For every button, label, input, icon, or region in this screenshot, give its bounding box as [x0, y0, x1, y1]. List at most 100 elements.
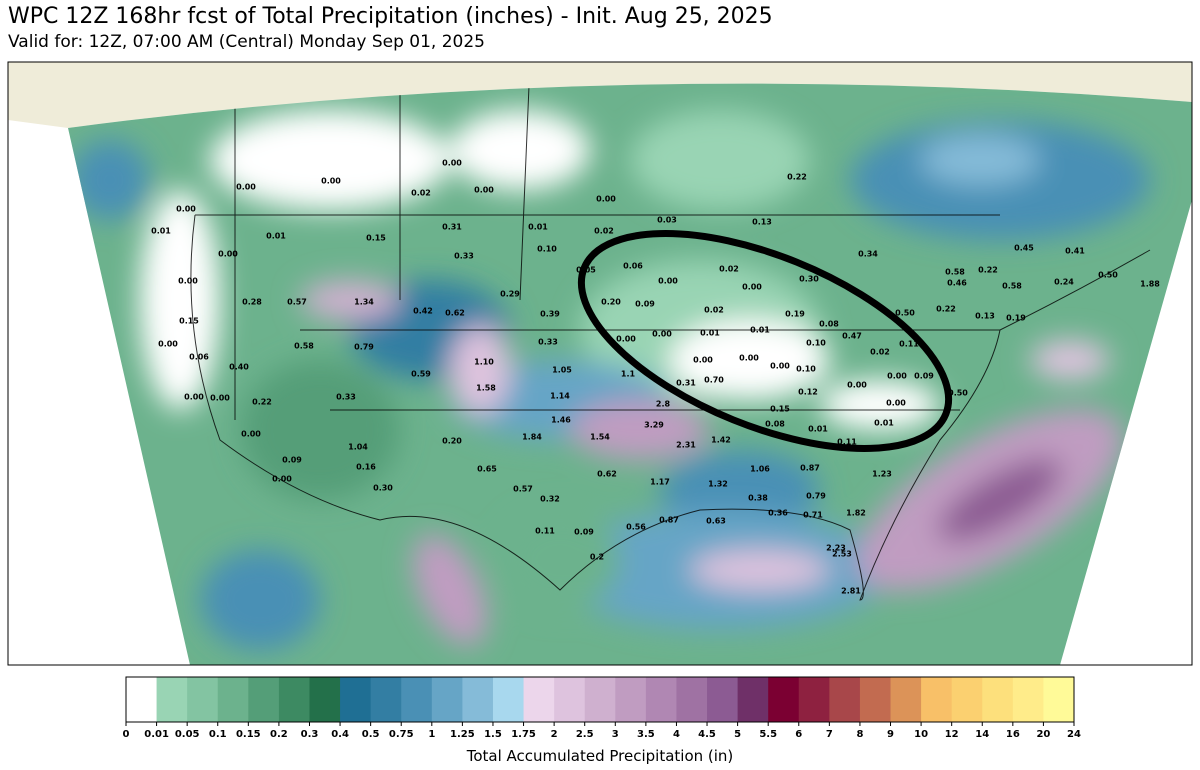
colorbar-bin [370, 677, 402, 722]
colorbar-bin [187, 677, 219, 722]
colorbar-bin [1012, 677, 1044, 722]
map-value-label: 2.8 [656, 400, 671, 409]
map-value-label: 0.02 [594, 227, 614, 236]
map-value-label: 1.05 [552, 366, 572, 375]
map-value-label: 1.58 [476, 384, 496, 393]
colorbar-tick-label: 0.4 [331, 729, 349, 740]
map-value-label: 0.24 [1054, 278, 1074, 287]
colorbar-tick-label: 3 [612, 729, 619, 740]
colorbar-tick-label: 20 [1036, 729, 1050, 740]
map-value-label: 0.15 [366, 234, 386, 243]
map-value-label: 0.02 [870, 348, 890, 357]
map-value-label: 1.10 [474, 358, 494, 367]
colorbar-bin [462, 677, 494, 722]
precip-field [68, 83, 1192, 665]
map-labels: 0.00 0.00 0.02 0.00 0.00 0.22 0.00 0.00 0.01 0.01… [151, 159, 1160, 596]
map-value-label: 0.00 [887, 372, 907, 381]
colorbar-tick-label: 8 [856, 729, 863, 740]
colorbar-bin [615, 677, 647, 722]
map-value-label: 0.01 [808, 425, 828, 434]
map-value-label: 0.40 [229, 363, 249, 372]
map-value-label: 0.33 [538, 338, 558, 347]
map-value-label: 0.58 [945, 268, 965, 277]
map-value-label: 0.58 [1002, 282, 1022, 291]
map-value-label: 0.79 [806, 492, 826, 501]
colorbar-tick-label: 0.2 [270, 729, 288, 740]
map-value-label: 1.17 [650, 478, 670, 487]
map-value-label: 0.31 [442, 223, 462, 232]
map-value-label: 0.29 [500, 290, 520, 299]
map-value-label: 0.19 [1006, 314, 1026, 323]
map-value-label: 1.1 [621, 370, 636, 379]
map-value-label: 0.62 [445, 309, 465, 318]
map-value-label: 0.00 [693, 356, 713, 365]
map-value-label: 0.79 [354, 343, 374, 352]
colorbar-bin [584, 677, 616, 722]
map-value-label: 0.00 [474, 186, 494, 195]
colorbar-bin [982, 677, 1014, 722]
colorbar-bin [554, 677, 586, 722]
map-value-label: 1.32 [708, 480, 728, 489]
colorbar-tick-label: 0.5 [362, 729, 380, 740]
map-value-label: 0.02 [704, 306, 724, 315]
map-value-label: 0.05 [576, 266, 596, 275]
colorbar-bin [890, 677, 922, 722]
colorbar-bin [707, 677, 739, 722]
map-value-label: 0.34 [858, 250, 878, 259]
colorbar-bin [951, 677, 983, 722]
map-value-label: 0.38 [748, 494, 768, 503]
map-value-label: 0.00 [886, 399, 906, 408]
map-value-label: 0.39 [540, 310, 560, 319]
colorbar-frame [125, 676, 1075, 723]
map-value-label: 0.87 [800, 464, 820, 473]
map-value-label: 0.08 [765, 420, 785, 429]
map-value-label: 0.58 [294, 342, 314, 351]
map-value-label: 0.11 [837, 438, 857, 447]
map-area: 0.00 0.00 0.02 0.00 0.00 0.22 0.00 0.00 0.01 0.01… [8, 62, 1192, 665]
colorbar-tick-label: 0.01 [144, 729, 169, 740]
map-value-label: 0.00 [218, 250, 238, 259]
colorbar-tick-label: 7 [826, 729, 833, 740]
colorbar-bin [768, 677, 800, 722]
map-value-label: 0.47 [842, 332, 862, 341]
map-value-label: 0.00 [770, 362, 790, 371]
map-value-label: 0.10 [806, 339, 826, 348]
map-value-label: 0.00 [658, 277, 678, 286]
colorbar-tick-label: 0 [123, 729, 130, 740]
map-value-label: 0.31 [676, 379, 696, 388]
colorbar-bin [645, 677, 677, 722]
map-value-label: 0.62 [597, 470, 617, 479]
map-value-label: 0.28 [242, 298, 262, 307]
colorbar-bin [309, 677, 341, 722]
colorbar-tick-label: 3.5 [637, 729, 655, 740]
colorbar: 0 0.01 0.05 0.1 0.15 0.2 0.3 0.4 0.5 0.75 1 1.25 1.5… [123, 676, 1081, 765]
map-value-label: 0.50 [1098, 271, 1118, 280]
map-value-label: 0.06 [623, 262, 643, 271]
map-value-label: 0.11 [535, 527, 555, 536]
map-value-label: 0.59 [411, 370, 431, 379]
colorbar-tick-label: 12 [945, 729, 959, 740]
map-value-label: 0.57 [513, 485, 533, 494]
colorbar-tick-label: 1.75 [511, 729, 536, 740]
colorbar-bin [217, 677, 249, 722]
colorbar-tick-label: 0.05 [175, 729, 200, 740]
map-value-label: 0.22 [978, 266, 998, 275]
map-value-label: 0.00 [442, 159, 462, 168]
map-value-label: 0.00 [742, 283, 762, 292]
map-value-label: 1.84 [522, 433, 542, 442]
map-value-label: 0.10 [537, 245, 557, 254]
map-value-label: 1.88 [1140, 280, 1160, 289]
map-value-label: 1.14 [550, 392, 570, 401]
map-value-label: 2.81 [841, 587, 861, 596]
map-value-label: 1.34 [354, 298, 374, 307]
map-value-label: 0.65 [477, 465, 497, 474]
map-value-label: 0.11 [899, 340, 919, 349]
colorbar-title: Total Accumulated Precipitation (in) [466, 747, 734, 765]
map-value-label: 0.01 [528, 223, 548, 232]
map-value-label: 0.00 [241, 430, 261, 439]
map-value-label: 0.00 [184, 393, 204, 402]
map-value-label: 0.56 [626, 523, 646, 532]
map-value-label: 0.01 [874, 419, 894, 428]
colorbar-bin [278, 677, 310, 722]
